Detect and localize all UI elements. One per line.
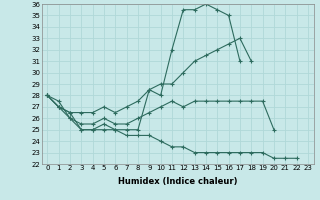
X-axis label: Humidex (Indice chaleur): Humidex (Indice chaleur) bbox=[118, 177, 237, 186]
